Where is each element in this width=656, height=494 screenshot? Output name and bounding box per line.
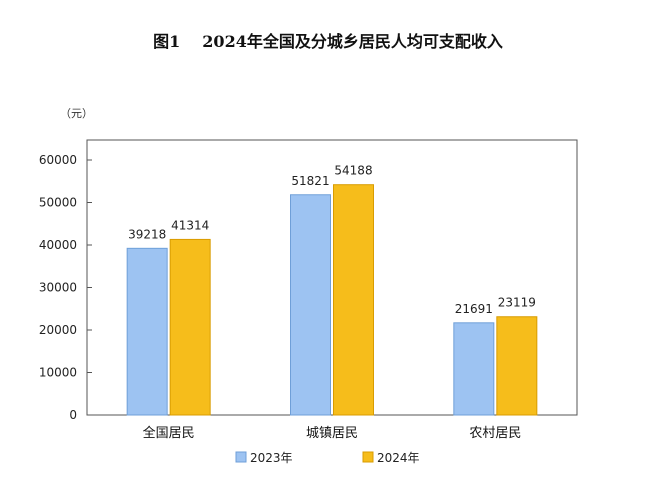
figure-title-text: 2024年全国及分城乡居民人均可支配收入: [202, 32, 503, 51]
category-label: 城镇居民: [306, 426, 358, 441]
figure-number: 图1: [153, 32, 181, 51]
bar-2023: [453, 322, 495, 416]
y-tick-label: 50000: [39, 196, 77, 210]
bar-2024: [333, 184, 374, 416]
bar-value-label: 41314: [171, 218, 209, 232]
legend-label: 2024年: [377, 451, 420, 465]
y-tick-label: 10000: [39, 366, 77, 380]
chart-title: 图1 2024年全国及分城乡居民人均可支配收入: [0, 28, 656, 52]
category-label: 农村居民: [469, 426, 521, 441]
bar-2024: [496, 316, 538, 416]
y-tick-label: 0: [69, 408, 77, 422]
y-tick-label: 40000: [39, 238, 77, 252]
y-axis-unit: （元）: [60, 107, 93, 120]
bar-2023: [290, 194, 331, 416]
bar-value-label: 23119: [498, 296, 536, 310]
bar-value-label: 21691: [455, 302, 493, 316]
bar-value-label: 51821: [291, 174, 329, 188]
bar-2024: [169, 238, 211, 416]
y-tick-label: 30000: [39, 281, 77, 295]
legend-swatch-2023: [235, 451, 247, 463]
category-label: 全国居民: [143, 425, 195, 441]
bar-value-label: 54188: [334, 164, 372, 178]
bar-2023: [126, 247, 168, 416]
y-tick-label: 20000: [39, 323, 77, 337]
legend-swatch-2024: [362, 451, 374, 463]
plot-frame: [86, 139, 578, 416]
y-tick-label: 60000: [39, 153, 77, 167]
legend-label: 2023年: [250, 451, 293, 465]
bar-value-label: 39218: [128, 227, 166, 241]
